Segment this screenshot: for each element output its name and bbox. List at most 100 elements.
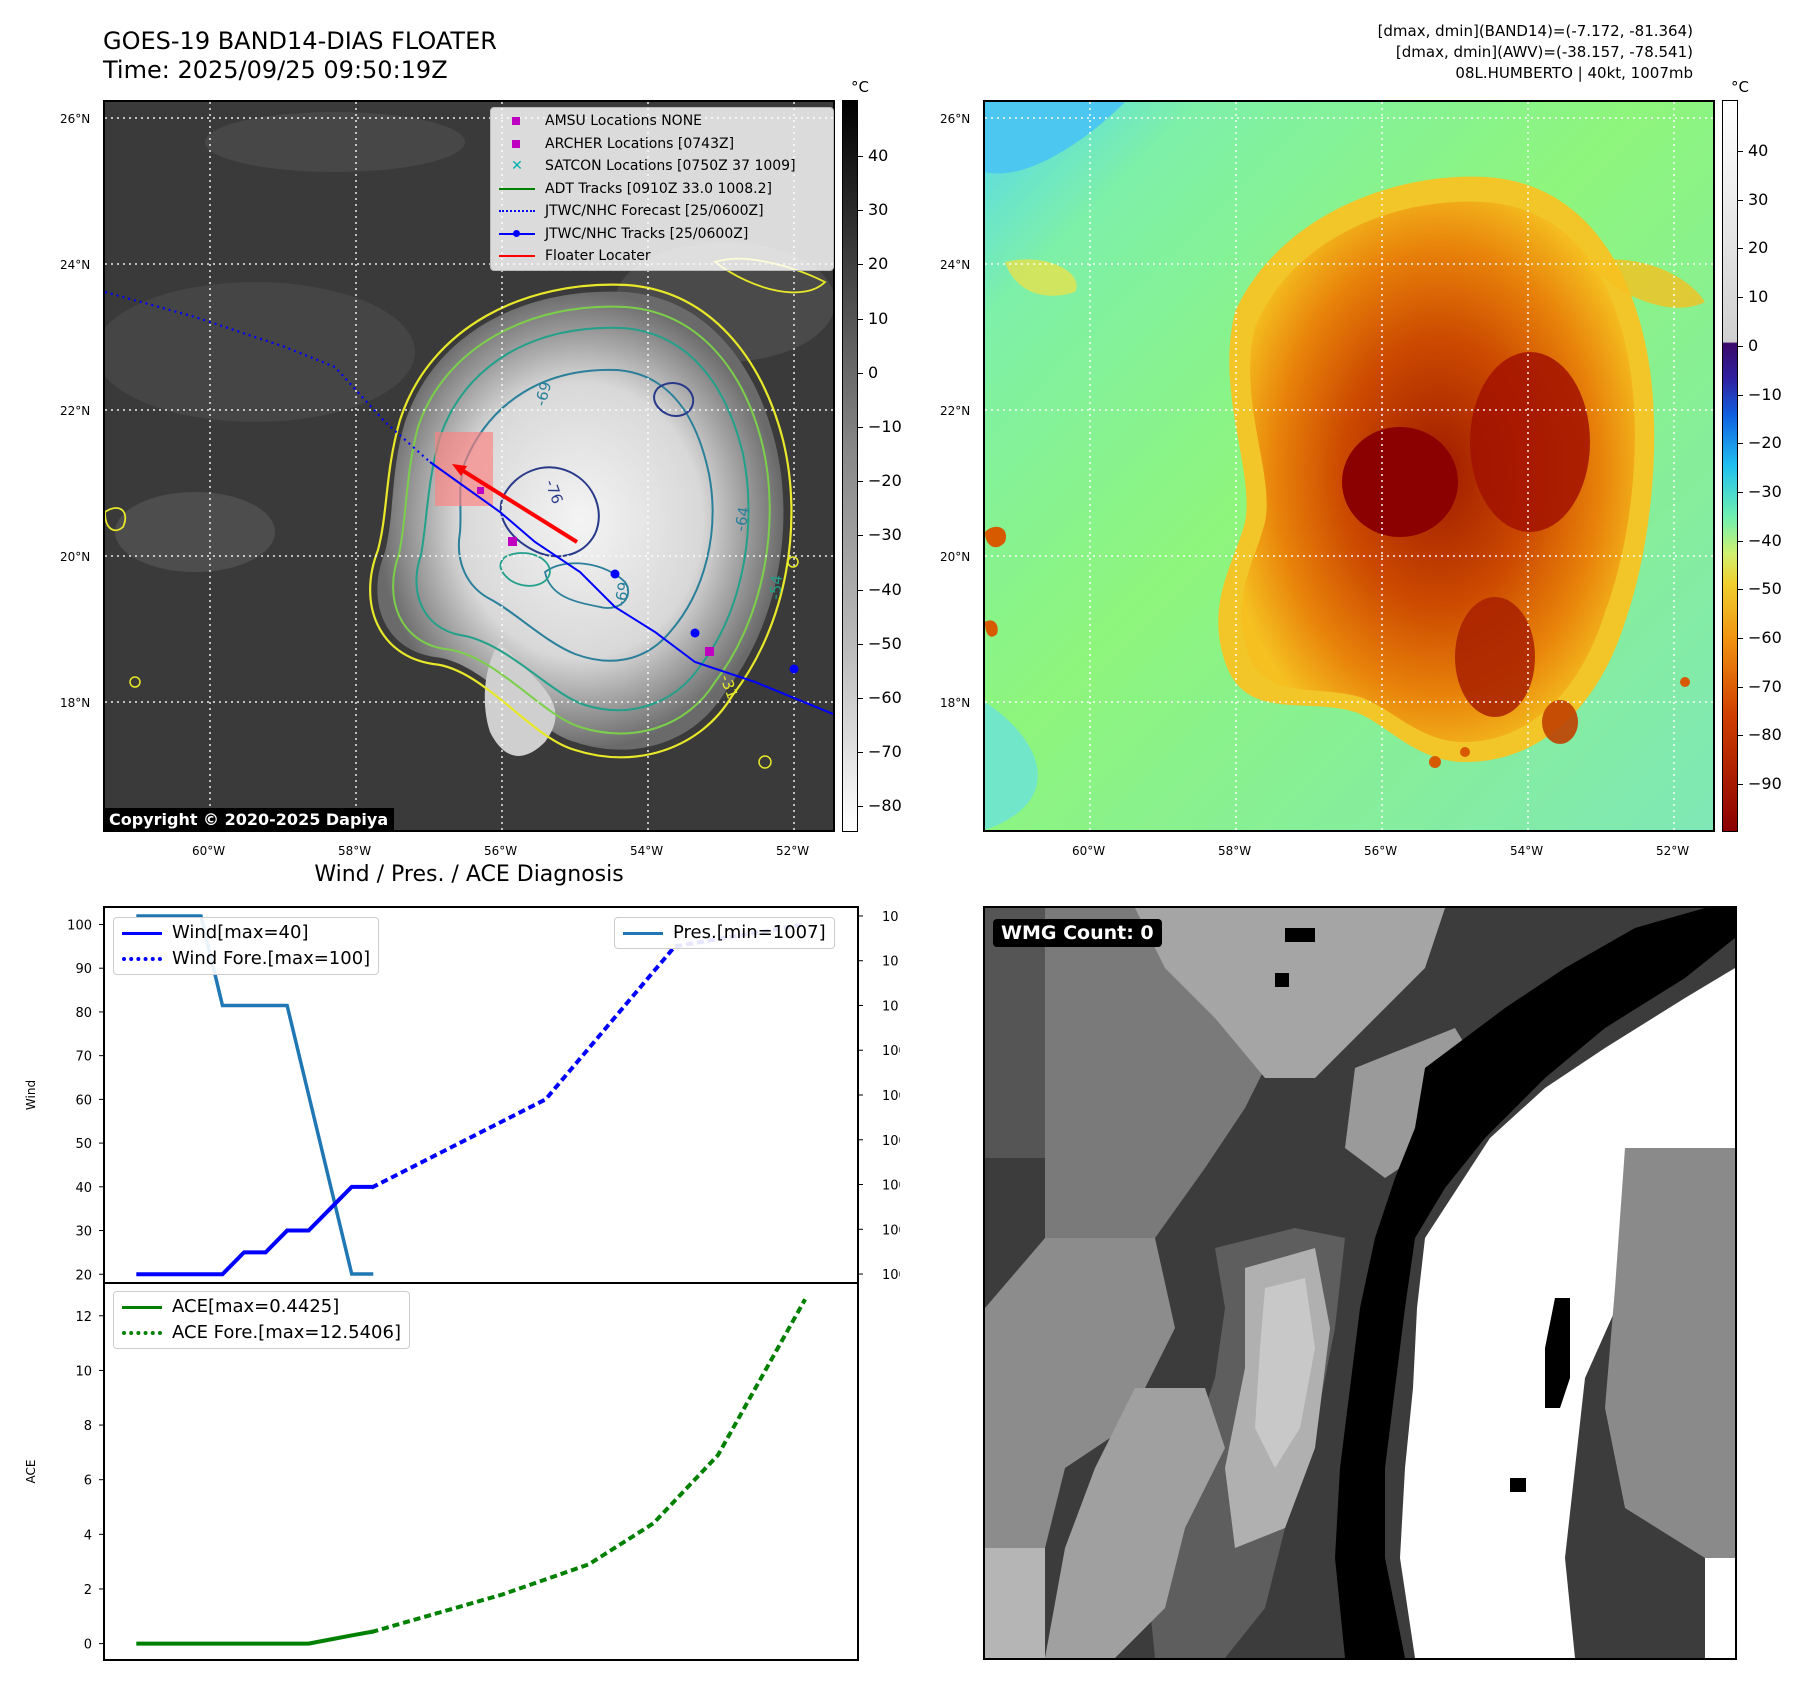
lat-label: 22°N xyxy=(940,404,971,418)
colorbar-tick-mark xyxy=(858,589,863,591)
legend-item-satcon: ✕ SATCON Locations [0750Z 37 1009] xyxy=(497,155,827,178)
chart-title: Wind / Pres. / ACE Diagnosis xyxy=(314,862,624,887)
wmg-image xyxy=(985,908,1735,1658)
colorbar-tick-label: −80 xyxy=(1748,725,1782,745)
colorbar-tick-mark xyxy=(858,481,863,483)
map-legend: AMSU Locations NONE ARCHER Locations [07… xyxy=(490,107,834,271)
pressure-tick-label: 1008.5 xyxy=(882,1134,900,1149)
lon-label: 56°W xyxy=(1364,844,1398,858)
colorbar-tick-mark xyxy=(858,210,863,212)
colorbar-tick-label: 20 xyxy=(868,254,889,274)
colorbar-tick-mark xyxy=(1738,151,1743,152)
colorbar-tick-mark xyxy=(1738,297,1743,299)
colorbar-tick-mark xyxy=(858,806,863,808)
colorbar-tick-label: −10 xyxy=(1748,384,1782,404)
legend-item-floater: Floater Locater xyxy=(497,245,827,268)
legend-item-wind-forecast: Wind Fore.[max=100] xyxy=(122,946,370,972)
contour-label: -54 xyxy=(766,574,786,600)
wind-tick-label: 20 xyxy=(75,1268,92,1283)
colorbar-tick-mark xyxy=(858,264,863,266)
ace-legend: ACE[max=0.4425] ACE Fore.[max=12.5406] xyxy=(113,1291,410,1349)
pressure-tick-label: 1011.0 xyxy=(882,910,900,925)
colorbar-tick-label: 30 xyxy=(1748,189,1769,209)
pressure-tick-label: 1007.0 xyxy=(882,1268,900,1283)
lon-label: 54°W xyxy=(1510,844,1544,858)
archer-marker xyxy=(508,537,517,546)
wind-tick-label: 60 xyxy=(75,1093,92,1108)
wmg-panel[interactable] xyxy=(983,906,1737,1660)
ace-tick-label: 0 xyxy=(84,1638,92,1653)
color-ir-map-panel[interactable] xyxy=(983,100,1715,832)
colorbar-right xyxy=(1722,100,1738,832)
colorbar-tick-label: −20 xyxy=(1748,433,1782,453)
ace-series-line xyxy=(136,1629,374,1646)
ace-axes-frame xyxy=(103,1282,859,1661)
contour-label: -69 xyxy=(611,580,633,607)
legend-item-forecast: JTWC/NHC Forecast [25/0600Z] xyxy=(497,200,827,223)
lat-label: 26°N xyxy=(60,112,91,126)
ace-tick-label: 10 xyxy=(75,1364,92,1379)
legend-item-adt: ADT Tracks [0910Z 33.0 1008.2] xyxy=(497,178,827,201)
info-line-1: [dmax, dmin](BAND14)=(-7.172, -81.364) xyxy=(1377,22,1693,40)
wmg-count-badge: WMG Count: 0 xyxy=(993,919,1162,947)
colorbar-tick-mark xyxy=(1738,248,1743,250)
colorbar-tick-mark xyxy=(1738,638,1743,639)
diagnosis-chart: 20304050607080901001007.01007.51008.0100… xyxy=(24,906,900,1661)
contour-label: -69 xyxy=(531,380,555,408)
lon-label: 60°W xyxy=(1072,844,1106,858)
pressure-series-line xyxy=(136,914,374,1276)
legend-item-archer: ARCHER Locations [0743Z] xyxy=(497,133,827,156)
wind-forecast-line xyxy=(370,922,807,1190)
colorbar-tick-mark xyxy=(1738,199,1743,201)
pressure-tick-label: 1008.0 xyxy=(882,1179,900,1194)
colorbar-tick-label: 30 xyxy=(868,200,889,220)
lon-label: 58°W xyxy=(338,844,372,858)
legend-item-amsu: AMSU Locations NONE xyxy=(497,110,827,133)
ace-axis-label: ACE xyxy=(24,1460,38,1484)
colorbar-tick-mark xyxy=(1738,443,1743,445)
ace-tick-label: 6 xyxy=(84,1474,92,1489)
wind-tick-label: 40 xyxy=(75,1181,92,1196)
colorbar-tick-mark xyxy=(858,372,863,374)
pressure-tick-label: 1009.0 xyxy=(882,1089,900,1104)
lon-label: 58°W xyxy=(1218,844,1252,858)
colorbar-tick-label: −70 xyxy=(1748,676,1782,696)
colorbar-tick-label: 40 xyxy=(1748,141,1769,160)
wind-axis-label: Wind xyxy=(24,1080,38,1110)
colorbar-tick-mark xyxy=(1738,686,1743,688)
colorbar-tick-mark xyxy=(858,427,863,428)
ace-tick-label: 8 xyxy=(84,1419,92,1434)
colorbar-tick-mark xyxy=(858,698,863,699)
info-line-2: [dmax, dmin](AWV)=(-38.157, -78.541) xyxy=(1395,43,1693,61)
colorbar-tick-label: −60 xyxy=(868,688,902,707)
colorbar-tick-label: 10 xyxy=(1748,287,1769,307)
lat-label: 20°N xyxy=(940,550,971,564)
copyright-label: Copyright © 2020-2025 Dapiya xyxy=(103,808,395,831)
lat-label: 26°N xyxy=(940,112,971,126)
colorbar-tick-label: −70 xyxy=(868,742,902,762)
colorbar-tick-label: −20 xyxy=(868,471,902,491)
wind-tick-label: 90 xyxy=(75,962,92,977)
title-line-2: Time: 2025/09/25 09:50:19Z xyxy=(103,56,448,84)
lon-label: 52°W xyxy=(1656,844,1690,858)
colorbar-tick-label: 40 xyxy=(868,146,889,165)
legend-item-ace: ACE[max=0.4425] xyxy=(122,1294,401,1320)
colorbar-left-unit: °C xyxy=(851,78,869,96)
colorbar-right-unit: °C xyxy=(1731,78,1749,96)
wind-tick-label: 30 xyxy=(75,1225,92,1240)
lon-label: 54°W xyxy=(630,844,664,858)
colorbar-tick-mark xyxy=(858,643,863,645)
contour-label: -64 xyxy=(731,505,753,532)
colorbar-tick-label: −60 xyxy=(1748,628,1782,647)
colorbar-tick-label: −50 xyxy=(1748,579,1782,599)
lon-label: 52°W xyxy=(776,844,810,858)
colorbar-tick-label: −40 xyxy=(1748,530,1782,550)
lat-label: 20°N xyxy=(60,550,91,564)
colorbar-tick-mark xyxy=(1738,784,1743,786)
info-line-3: 08L.HUMBERTO | 40kt, 1007mb xyxy=(1455,64,1693,82)
lon-label: 56°W xyxy=(484,844,518,858)
colorbar-tick-label: −50 xyxy=(868,633,902,653)
colorbar-tick-mark xyxy=(1738,345,1743,347)
colorbar-tick-label: 0 xyxy=(1748,335,1759,355)
